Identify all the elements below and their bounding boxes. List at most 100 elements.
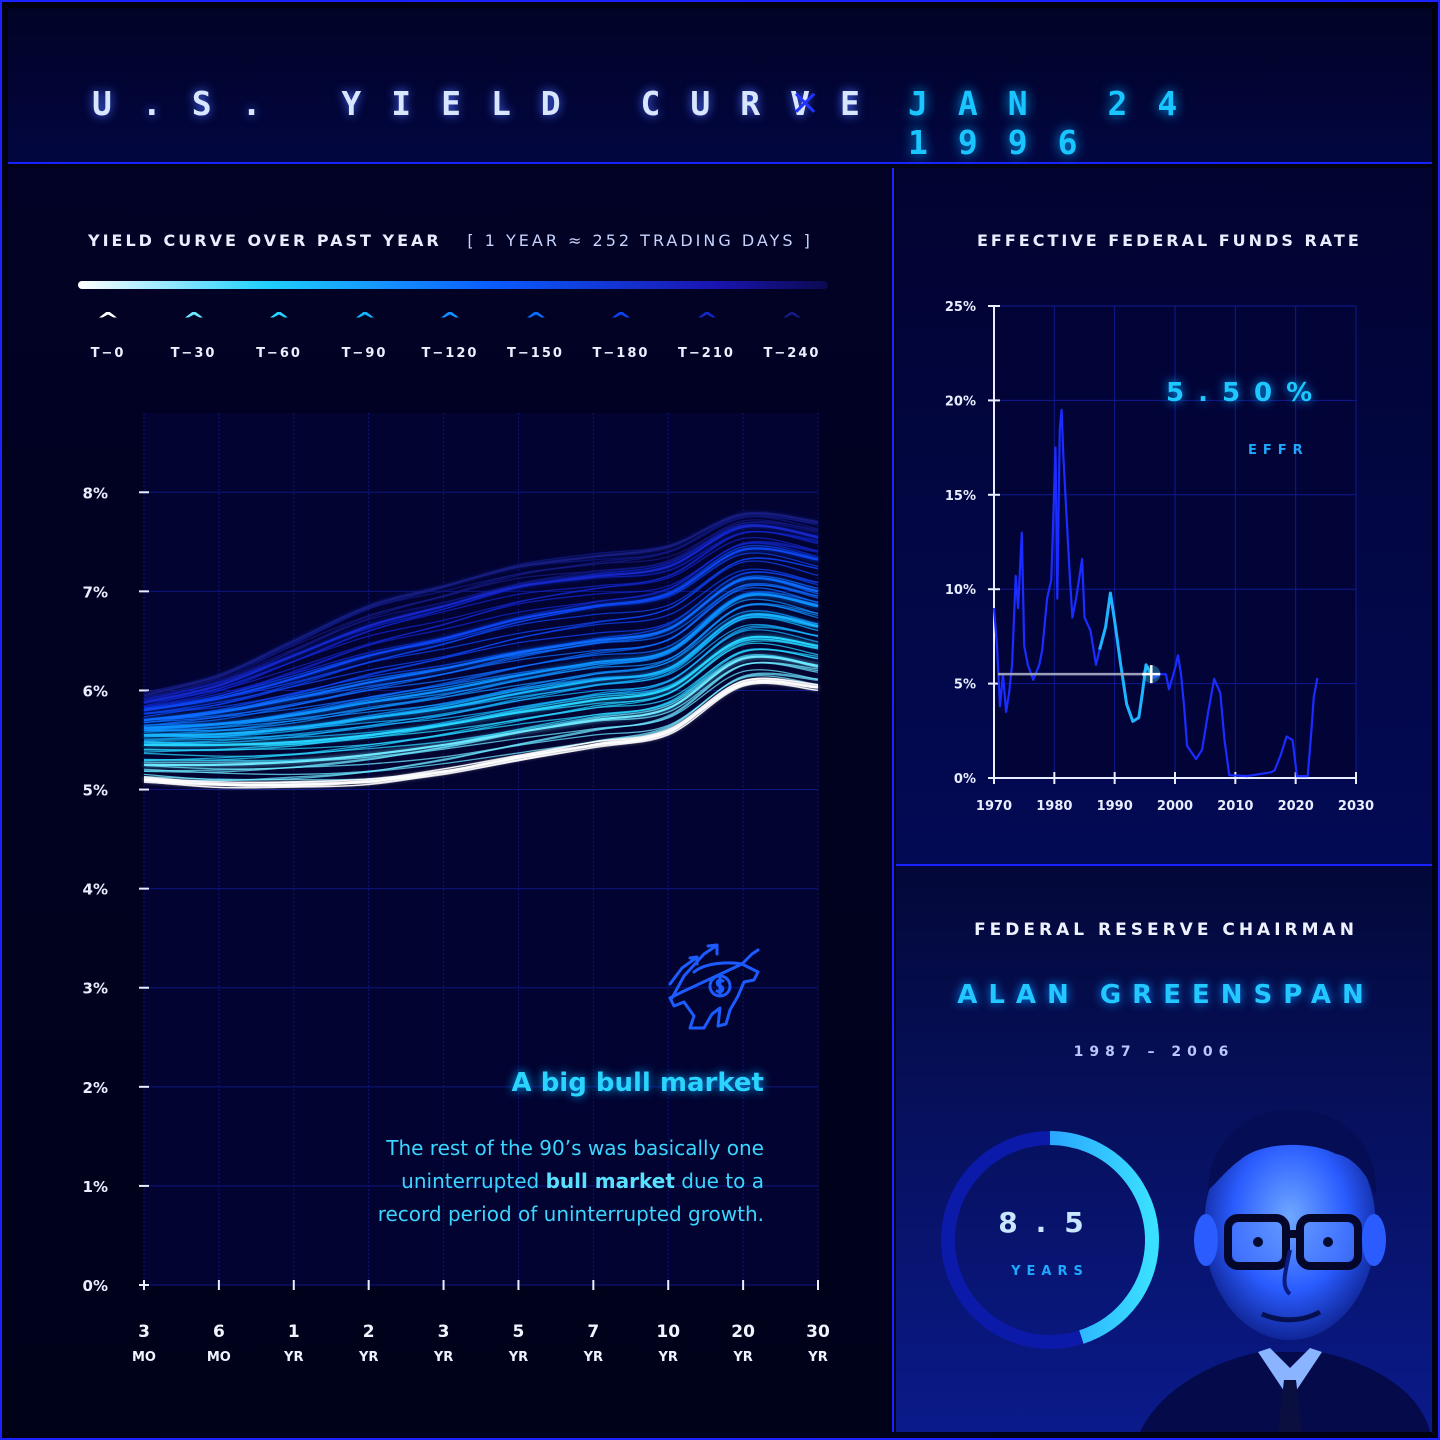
chairman-portrait <box>1140 1109 1430 1432</box>
x-tick-unit: YR <box>807 1350 827 1365</box>
yield-curve-series-8 <box>143 512 819 697</box>
x-tick-unit: YR <box>658 1350 678 1365</box>
yield-curve-line <box>143 603 819 733</box>
x-tick-label: 5 <box>513 1322 525 1342</box>
yield-curve-line <box>143 542 819 710</box>
yield-curve-series-2 <box>143 635 819 747</box>
annotation-body: The rest of the 90’s was basically one u… <box>300 1132 764 1231</box>
effr-x-tick-label: 2030 <box>1338 799 1374 814</box>
yield-curve-line <box>143 530 819 707</box>
annotation-line-3: record period of uninterrupted growth. <box>377 1202 764 1226</box>
x-tick-label: 30 <box>806 1322 830 1342</box>
x-tick-label: 2 <box>363 1322 375 1342</box>
x-tick-label: 6 <box>213 1322 225 1342</box>
plot-area <box>144 413 818 1285</box>
y-tick-label: 0% <box>83 1277 108 1295</box>
y-tick-label: 7% <box>83 583 108 601</box>
x-tick-label: 7 <box>587 1322 599 1342</box>
effr-x-tick-label: 1990 <box>1097 799 1133 814</box>
legend-label: T−90 <box>341 346 388 361</box>
legend-label: T−60 <box>256 346 302 361</box>
effr-value-label: EFFR <box>1248 443 1309 458</box>
tenure-progress-ring <box>941 1131 1159 1349</box>
chevron-up-icon: ^ <box>352 308 377 332</box>
y-tick-label: 2% <box>83 1079 108 1097</box>
chevron-up-icon: ^ <box>181 308 206 332</box>
legend-item: ^ T−90 <box>335 310 395 361</box>
legend-label: T−210 <box>678 346 735 361</box>
legend-item: ^ T−240 <box>762 310 822 361</box>
legend-item: ^ T−180 <box>591 310 651 361</box>
yield-curve-series-4 <box>143 593 819 730</box>
y-tick-label: 5% <box>83 782 108 800</box>
effr-x-tick-label: 1980 <box>1036 799 1072 814</box>
ring-progress <box>941 1131 1159 1349</box>
x-tick-label: 3 <box>138 1322 150 1342</box>
yield-curve-series-7 <box>143 524 819 704</box>
bull-market-icon <box>668 943 760 1030</box>
yield-curve-series-5 <box>143 577 819 722</box>
yield-curve-chart: 0% 1% 2% 3% 4% 5% 6% 7% 8% 3 MO 6 MO 1 YR 2 YR 3 YR 5 YR 7 YR 1… <box>83 413 830 1365</box>
chevron-up-icon: ^ <box>523 308 548 332</box>
yield-curve-line <box>143 625 819 745</box>
x-tick-unit: YR <box>358 1350 378 1365</box>
chevron-up-icon: ^ <box>780 308 804 332</box>
annotation-line-2a: uninterrupted <box>401 1169 546 1193</box>
tenure-unit: YEARS <box>1011 1264 1089 1279</box>
legend-item: ^ T−30 <box>164 310 224 361</box>
yield-curve-line <box>143 544 819 712</box>
effr-x-tick-label: 2020 <box>1278 799 1314 814</box>
legend-label: T−150 <box>507 346 564 361</box>
effr-highlight-line <box>1098 591 1153 723</box>
effr-current-value: 5.50% <box>1166 378 1327 408</box>
yield-curve-series-3 <box>143 613 819 737</box>
yield-curve-series-1 <box>143 655 819 767</box>
yield-curve-series-0 <box>143 679 819 787</box>
yield-curve-line <box>143 648 819 761</box>
yield-curve-line <box>143 587 819 724</box>
effr-chart: 0% 5% 10% 15% 20% 25% 1970 1980 1990 2000 2010 2020… <box>945 300 1374 814</box>
x-tick-unit: YR <box>583 1350 603 1365</box>
yield-curve-line <box>143 557 819 714</box>
x-tick-label: 20 <box>731 1322 755 1342</box>
yield-curve-series-6 <box>143 547 819 712</box>
yield-curve-line <box>143 638 819 753</box>
effr-y-tick-label: 25% <box>945 300 976 315</box>
yield-curve-line <box>143 530 819 703</box>
title-separator: × <box>790 82 821 123</box>
x-tick-label: 1 <box>288 1322 300 1342</box>
yield-chart-title-text: YIELD CURVE OVER PAST YEAR <box>88 231 442 250</box>
y-tick-label: 3% <box>83 980 108 998</box>
annotation-highlight: bull market <box>545 1169 675 1193</box>
yield-chart-title: YIELD CURVE OVER PAST YEAR [ 1 YEAR ≈ 25… <box>88 231 813 250</box>
yield-curve-line <box>143 677 819 785</box>
legend-label: T−0 <box>90 346 126 361</box>
x-tick-unit: MO <box>132 1350 156 1365</box>
effr-y-tick-label: 10% <box>945 583 976 598</box>
effr-y-tick-label: 15% <box>945 489 976 504</box>
yield-curve-line <box>143 655 819 763</box>
yield-curve-line <box>143 662 819 772</box>
yield-curve-line <box>143 654 819 762</box>
yield-curve-line <box>143 552 819 710</box>
legend-label: T−180 <box>592 346 650 361</box>
yield-curve-line <box>143 629 819 742</box>
yield-curve-line <box>143 519 819 703</box>
chevron-up-icon: ^ <box>96 308 120 332</box>
x-tick-label: 10 <box>656 1322 680 1342</box>
y-tick-label: 4% <box>83 881 108 899</box>
yield-curve-line <box>143 642 819 751</box>
legend-label: T−240 <box>763 346 821 361</box>
chevron-up-icon: ^ <box>267 308 291 332</box>
yield-curve-line <box>143 582 819 727</box>
x-tick-unit: MO <box>207 1350 231 1365</box>
effr-x-tick-label: 1970 <box>976 799 1012 814</box>
chairman-name: ALAN GREENSPAN <box>957 980 1375 1010</box>
x-tick-unit: YR <box>433 1350 453 1365</box>
chairman-title: FEDERAL RESERVE CHAIRMAN <box>974 920 1358 940</box>
annotation-title: A big bull market <box>511 1068 764 1098</box>
yield-curve-line <box>143 568 819 715</box>
x-tick-label: 3 <box>438 1322 450 1342</box>
yield-curve-line <box>143 648 819 762</box>
y-tick-label: 1% <box>83 1178 108 1196</box>
